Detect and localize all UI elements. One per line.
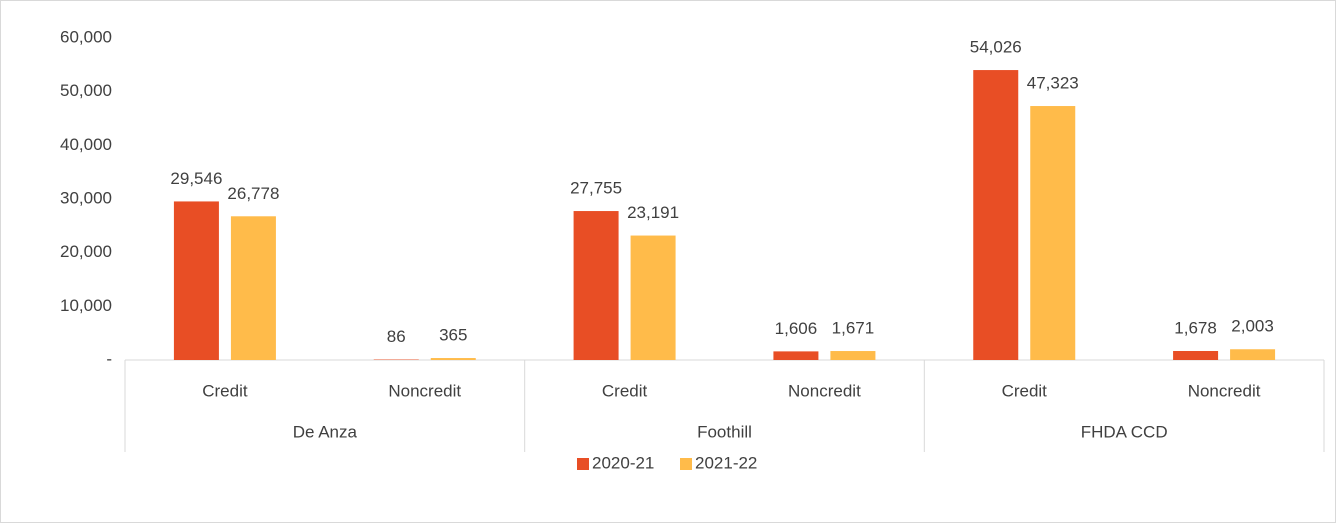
y-tick-label: 30,000 [60, 188, 112, 207]
data-label: 26,778 [227, 184, 279, 203]
y-tick-label: 10,000 [60, 296, 112, 315]
group-label: De Anza [293, 422, 358, 441]
data-label: 47,323 [1027, 74, 1079, 93]
data-label: 29,546 [170, 169, 222, 188]
bar [230, 216, 276, 360]
bar [973, 70, 1019, 361]
group-label: FHDA CCD [1081, 422, 1168, 441]
bar [430, 358, 476, 360]
x-tick-label: Credit [1002, 381, 1048, 400]
x-tick-label: Noncredit [388, 381, 461, 400]
legend-label: 2020-21 [592, 453, 654, 472]
data-label: 1,678 [1174, 318, 1217, 337]
y-tick-label: 50,000 [60, 81, 112, 100]
group-label: Foothill [697, 422, 752, 441]
data-label: 2,003 [1231, 317, 1274, 336]
bar [573, 211, 619, 360]
data-label: 54,026 [970, 38, 1022, 57]
x-tick-label: Credit [602, 381, 648, 400]
data-label: 27,755 [570, 179, 622, 198]
bar [830, 351, 876, 360]
bar [1173, 350, 1219, 360]
y-tick-label: 60,000 [60, 27, 112, 46]
x-tick-label: Noncredit [788, 381, 861, 400]
bar [1230, 349, 1276, 360]
bar [1030, 106, 1076, 360]
data-label: 1,671 [832, 319, 875, 338]
legend-label: 2021-22 [695, 453, 757, 472]
x-tick-label: Credit [202, 381, 248, 400]
bar [630, 235, 676, 360]
bar [173, 201, 219, 360]
data-label: 365 [439, 326, 467, 345]
legend-swatch [680, 458, 692, 470]
data-label: 1,606 [775, 319, 818, 338]
legend-swatch [577, 458, 589, 470]
y-tick-label: - [106, 349, 112, 368]
y-tick-label: 40,000 [60, 135, 112, 154]
bar [773, 351, 819, 360]
data-label: 23,191 [627, 203, 679, 222]
x-tick-label: Noncredit [1188, 381, 1261, 400]
y-tick-label: 20,000 [60, 242, 112, 261]
data-label: 86 [387, 327, 406, 346]
